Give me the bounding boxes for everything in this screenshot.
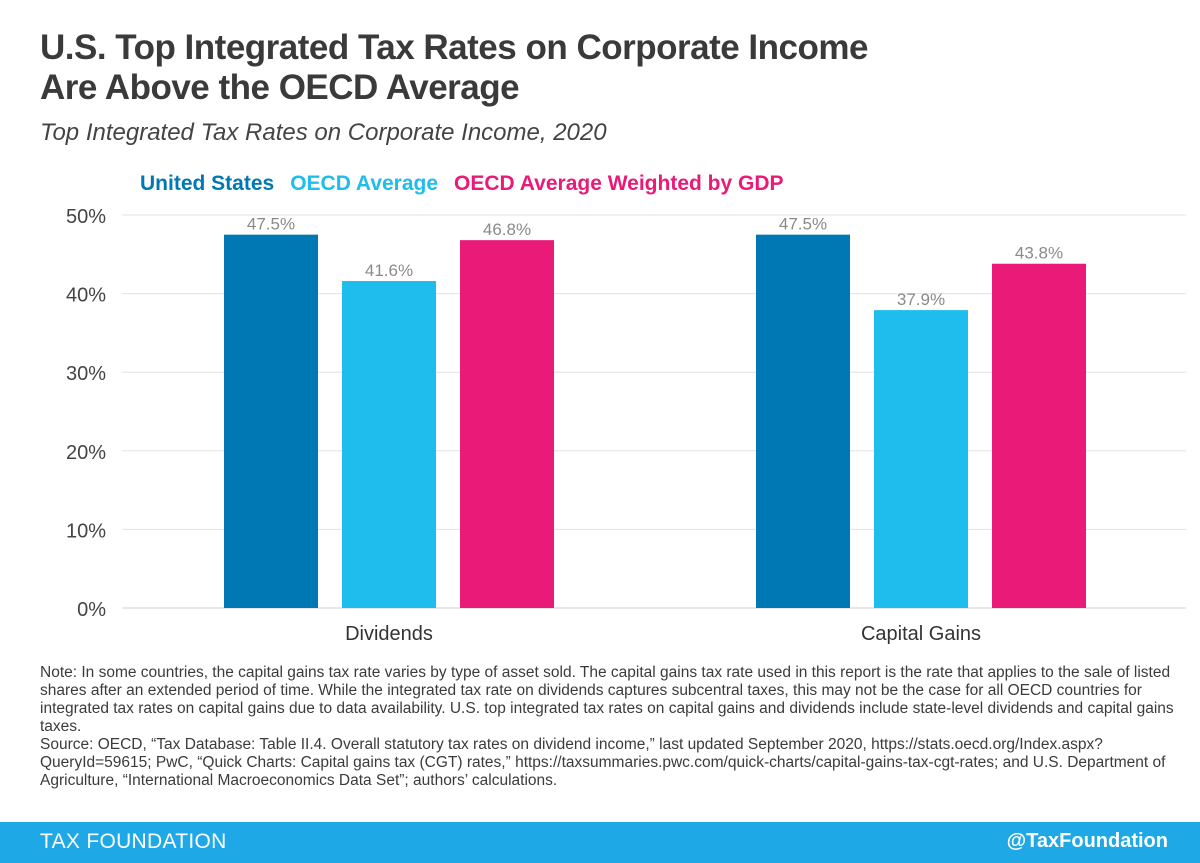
x-category-label: Capital Gains xyxy=(861,623,981,645)
bar-chart: 0% 10% 20% 30% 40% 50% 47.5% 41.6% 46.8% Dividend… xyxy=(66,206,1186,645)
y-tick-label: 30% xyxy=(66,363,106,385)
title-line-2: Are Above the OECD Average xyxy=(40,68,520,107)
legend-united-states: United States xyxy=(140,172,275,195)
legend-oecd-weighted: OECD Average Weighted by GDP xyxy=(454,172,784,195)
footer-bar: TAX FOUNDATION @TaxFoundation xyxy=(0,822,1200,863)
legend-oecd-average: OECD Average xyxy=(290,172,439,195)
data-label: 46.8% xyxy=(483,220,531,239)
y-tick-label: 10% xyxy=(66,520,106,542)
bar xyxy=(342,281,436,608)
chart-title: U.S. Top Integrated Tax Rates on Corpora… xyxy=(40,28,1160,108)
bar xyxy=(224,234,318,608)
y-tick-label: 40% xyxy=(66,285,106,307)
chart-subtitle: Top Integrated Tax Rates on Corporate In… xyxy=(40,119,607,146)
data-label: 43.8% xyxy=(1015,244,1063,263)
bar xyxy=(756,234,850,608)
legend: United States OECD Average OECD Average … xyxy=(140,172,784,196)
footer-brand: TAX FOUNDATION xyxy=(40,830,227,853)
x-category-label: Dividends xyxy=(345,623,433,645)
bar xyxy=(874,310,968,608)
data-label: 47.5% xyxy=(247,215,295,234)
y-tick-label: 0% xyxy=(77,599,106,621)
footer-handle: @TaxFoundation xyxy=(1006,830,1168,852)
data-label: 47.5% xyxy=(779,215,827,234)
notes: Note: In some countries, the capital gai… xyxy=(40,664,1175,790)
bar xyxy=(460,240,554,609)
note-text: Note: In some countries, the capital gai… xyxy=(40,664,1174,735)
bar xyxy=(992,263,1086,608)
data-label: 41.6% xyxy=(365,261,413,280)
title-line-1: U.S. Top Integrated Tax Rates on Corpora… xyxy=(40,28,868,67)
source-text: Source: OECD, “Tax Database: Table II.4.… xyxy=(40,736,1166,789)
y-tick-label: 50% xyxy=(66,206,106,228)
y-tick-label: 20% xyxy=(66,442,106,464)
data-label: 37.9% xyxy=(897,290,945,309)
